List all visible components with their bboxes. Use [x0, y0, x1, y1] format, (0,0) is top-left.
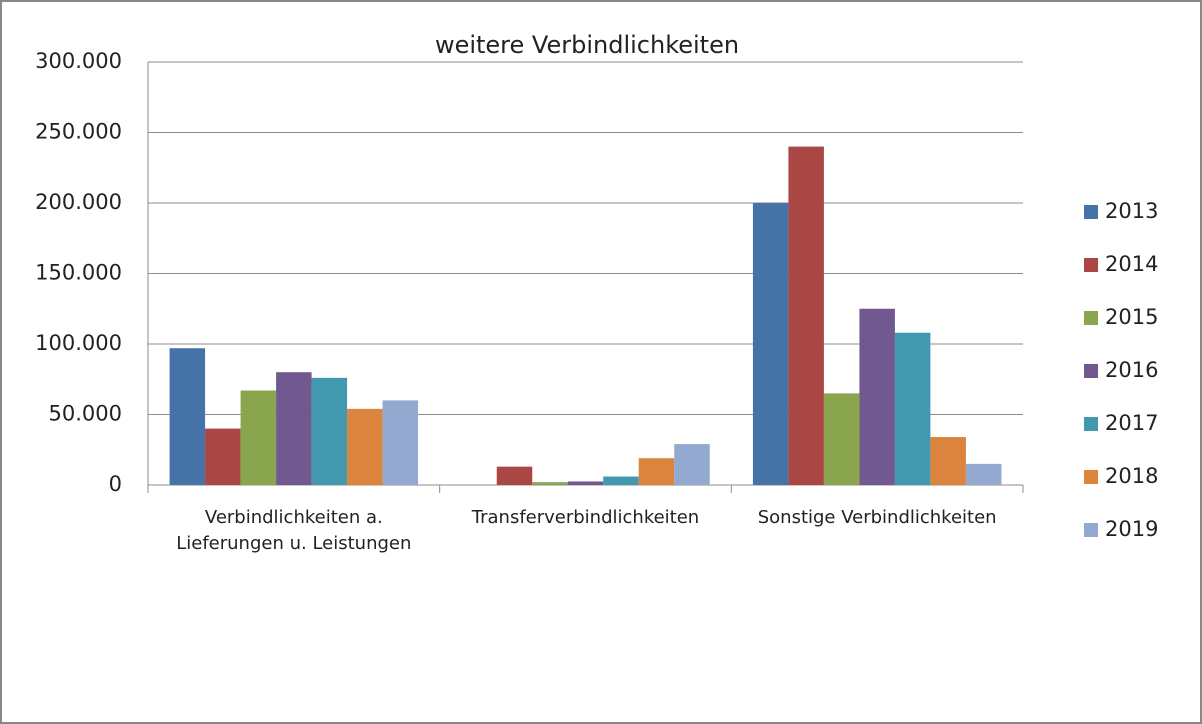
- y-tick-label: 200.000: [35, 190, 122, 214]
- legend-swatch: [1084, 364, 1098, 378]
- y-tick-label: 250.000: [35, 120, 122, 144]
- bar: [859, 308, 895, 485]
- x-tick-label: Sonstige Verbindlichkeiten: [757, 507, 997, 528]
- bar: [603, 476, 639, 485]
- y-tick-label: 300.000: [35, 49, 122, 73]
- legend-label: 2015: [1105, 305, 1158, 329]
- chart-title: weitere Verbindlichkeiten: [435, 31, 739, 59]
- bar: [674, 444, 710, 485]
- bar: [347, 408, 383, 485]
- bar: [532, 482, 568, 485]
- bar: [788, 146, 824, 485]
- y-tick-label: 150.000: [35, 261, 122, 285]
- bar: [638, 458, 675, 485]
- y-tick-label: 0: [109, 472, 122, 496]
- x-tick-label: Verbindlichkeiten a. Lieferungen u. Leis…: [176, 507, 412, 554]
- legend-label: 2017: [1105, 411, 1158, 435]
- legend-label: 2016: [1105, 358, 1158, 382]
- bar: [311, 377, 348, 485]
- y-tick-label: 100.000: [35, 331, 122, 355]
- bar: [894, 332, 931, 485]
- legend-swatch: [1084, 523, 1098, 537]
- legend-label: 2019: [1105, 517, 1158, 541]
- legend-swatch: [1084, 205, 1098, 219]
- legend-label: 2013: [1105, 199, 1158, 223]
- bar: [930, 437, 966, 485]
- bar: [496, 466, 533, 485]
- bar: [276, 372, 312, 485]
- bar: [752, 203, 789, 485]
- legend-swatch: [1084, 470, 1098, 484]
- x-tick-label: Transferverbindlichkeiten: [471, 507, 700, 528]
- y-tick-label: 50.000: [49, 402, 122, 426]
- legend-swatch: [1084, 311, 1098, 325]
- bar: [965, 463, 1002, 485]
- legend-label: 2014: [1105, 252, 1158, 276]
- bar: [823, 393, 860, 485]
- bar: [240, 390, 277, 485]
- legend-label: 2018: [1105, 464, 1158, 488]
- legend-swatch: [1084, 417, 1098, 431]
- bar: [382, 400, 419, 485]
- bar: [205, 428, 241, 485]
- bar: [567, 481, 604, 485]
- legend-swatch: [1084, 258, 1098, 272]
- bar: [169, 348, 206, 485]
